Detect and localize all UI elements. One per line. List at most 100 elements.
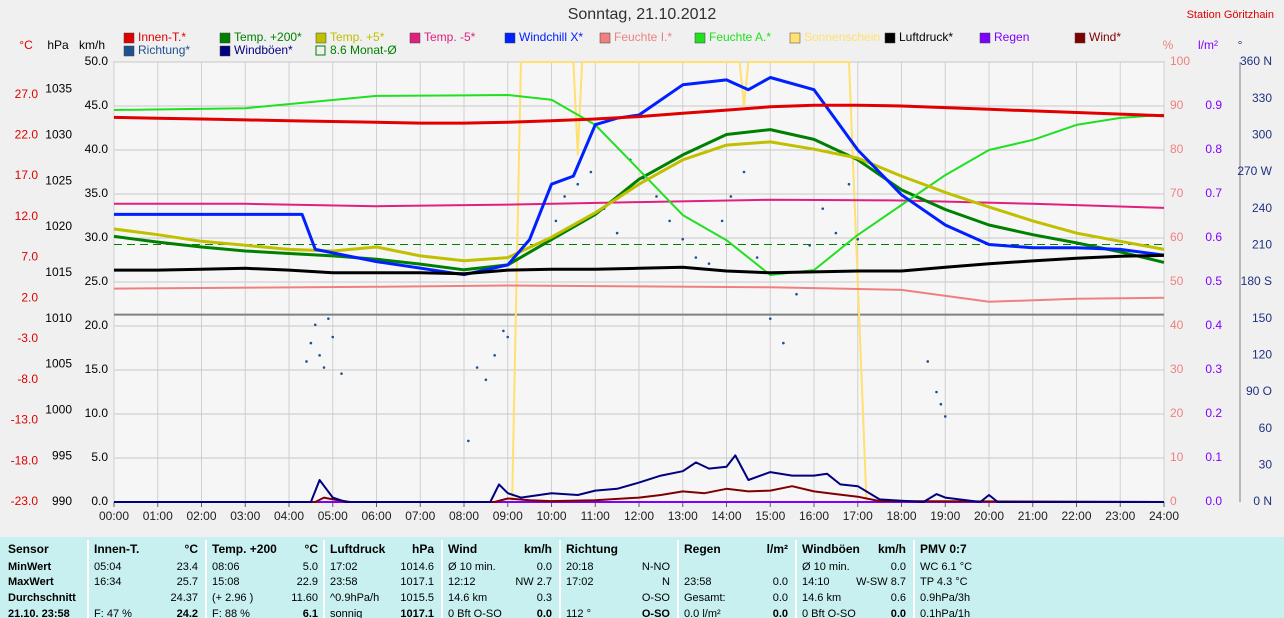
stat-cell: 0.0 bbox=[537, 608, 552, 618]
stat-cell: (+ 2.96 ) bbox=[212, 592, 253, 604]
stat-cell: 14:10 bbox=[802, 576, 830, 588]
direction-dot bbox=[331, 335, 335, 339]
stat-cell: 14.6 km bbox=[802, 592, 841, 604]
x-tick-label: 01:00 bbox=[143, 509, 173, 523]
y-tick-label: 22.0 bbox=[15, 128, 39, 142]
direction-dot bbox=[475, 366, 479, 369]
direction-dot bbox=[309, 341, 313, 345]
direction-dot bbox=[729, 195, 733, 198]
x-tick-label: 09:00 bbox=[493, 509, 523, 523]
x-tick-label: 04:00 bbox=[274, 509, 304, 523]
stat-cell: 0.0 bbox=[773, 608, 788, 618]
station: Station Göritzhain bbox=[1187, 9, 1274, 21]
x-tick-label: 03:00 bbox=[230, 509, 260, 523]
y-tick-label: 330 bbox=[1252, 91, 1272, 105]
legend-swatch bbox=[694, 32, 706, 44]
legend-label: Sonnenschein bbox=[804, 30, 880, 44]
y-tick-label: 30.0 bbox=[85, 230, 109, 244]
y-tick-label: 17.0 bbox=[15, 168, 39, 182]
y-tick-label: 0.3 bbox=[1205, 362, 1222, 376]
direction-dot bbox=[576, 182, 580, 186]
x-tick-label: 16:00 bbox=[799, 509, 829, 523]
y-tick-label: 0.1 bbox=[1205, 450, 1222, 464]
column-unit: °C bbox=[305, 542, 319, 556]
direction-dot bbox=[742, 170, 746, 174]
stat-cell: 5.0 bbox=[303, 561, 318, 573]
y-tick-label: 1000 bbox=[45, 403, 72, 417]
x-tick-label: 23:00 bbox=[1105, 509, 1135, 523]
stat-cell: ^0.9hPa/h bbox=[330, 592, 379, 604]
stat-cell: Ø 10 min. bbox=[802, 561, 850, 573]
y-tick-label: 40.0 bbox=[85, 142, 109, 156]
column-unit: km/h bbox=[524, 542, 552, 556]
column-unit: l/m² bbox=[767, 542, 788, 556]
direction-dot bbox=[318, 354, 321, 357]
direction-dot bbox=[327, 317, 330, 320]
direction-dot bbox=[834, 231, 838, 235]
axis-unit: °C bbox=[19, 38, 33, 52]
series-line bbox=[114, 61, 1164, 503]
stat-cell: N-NO bbox=[642, 561, 671, 573]
y-tick-label: 0.7 bbox=[1205, 186, 1222, 200]
stat-cell: 20:18 bbox=[566, 561, 594, 573]
y-tick-label: 35.0 bbox=[85, 186, 109, 200]
y-tick-label: 1015 bbox=[45, 265, 72, 279]
direction-dot bbox=[821, 207, 825, 210]
axis-unit: ° bbox=[1238, 38, 1243, 52]
stat-cell: 1015.5 bbox=[400, 592, 434, 604]
x-tick-label: 21:00 bbox=[1018, 509, 1048, 523]
direction-dot bbox=[655, 195, 658, 198]
legend-label: Wind* bbox=[1089, 30, 1121, 44]
x-tick-label: 02:00 bbox=[186, 509, 216, 523]
series-line bbox=[114, 253, 1165, 276]
column-title: Temp. +200 bbox=[212, 542, 277, 556]
y-tick-label: 300 bbox=[1252, 128, 1272, 142]
x-tick-label: 10:00 bbox=[536, 509, 566, 523]
direction-dot bbox=[563, 195, 566, 198]
column-title: Sensor bbox=[8, 542, 49, 556]
stat-cell: 23:58 bbox=[684, 576, 712, 588]
direction-dot bbox=[589, 170, 593, 174]
y-tick-label: 15.0 bbox=[85, 362, 109, 376]
legend-swatch bbox=[219, 45, 231, 57]
legend-swatch bbox=[409, 32, 421, 44]
x-tick-label: 14:00 bbox=[711, 509, 741, 523]
stat-cell: 0.0 bbox=[891, 608, 906, 618]
stat-cell: 0.0 bbox=[773, 576, 788, 588]
stat-cell: 22.9 bbox=[297, 576, 318, 588]
stat-cell: N bbox=[662, 576, 670, 588]
direction-dot bbox=[847, 182, 851, 186]
direction-dot bbox=[935, 390, 938, 394]
chart-title: Sonntag, 21.10.2012 bbox=[568, 6, 717, 23]
direction-dot bbox=[808, 244, 811, 247]
series-line bbox=[113, 94, 1165, 276]
column-unit: °C bbox=[185, 542, 199, 556]
legend-swatch bbox=[789, 32, 801, 44]
y-tick-label: 45.0 bbox=[85, 98, 109, 112]
x-tick-label: 08:00 bbox=[449, 509, 479, 523]
stat-cell: WC 6.1 °C bbox=[920, 561, 972, 573]
y-tick-label: 0.0 bbox=[1205, 494, 1222, 508]
column-title: PMV 0:7 bbox=[920, 542, 967, 556]
stat-cell: W-SW 8.7 bbox=[856, 576, 906, 588]
y-tick-label: 990 bbox=[52, 494, 72, 508]
y-tick-label: -18.0 bbox=[11, 453, 39, 467]
stat-cell: 21.10. 23:58 bbox=[8, 608, 70, 618]
stat-cell: 0.1hPa/1h bbox=[920, 608, 970, 618]
legend-swatch bbox=[1074, 32, 1086, 44]
direction-dot bbox=[856, 237, 860, 241]
stat-cell: 16:34 bbox=[94, 576, 122, 588]
stat-cell: 25.7 bbox=[177, 576, 198, 588]
y-tick-label: 0.0 bbox=[91, 494, 108, 508]
x-tick-label: 11:00 bbox=[581, 509, 610, 523]
y-tick-label: 1025 bbox=[45, 173, 72, 187]
y-tick-label: 10.0 bbox=[85, 406, 109, 420]
y-tick-label: 120 bbox=[1252, 348, 1272, 362]
y-tick-label: 180 S bbox=[1241, 274, 1272, 288]
column-title: Windböen bbox=[802, 542, 860, 556]
stat-cell: Durchschnitt bbox=[8, 592, 76, 604]
direction-dot bbox=[493, 354, 496, 357]
stat-cell: MaxWert bbox=[8, 576, 54, 588]
stat-cell: 0.3 bbox=[537, 592, 552, 604]
